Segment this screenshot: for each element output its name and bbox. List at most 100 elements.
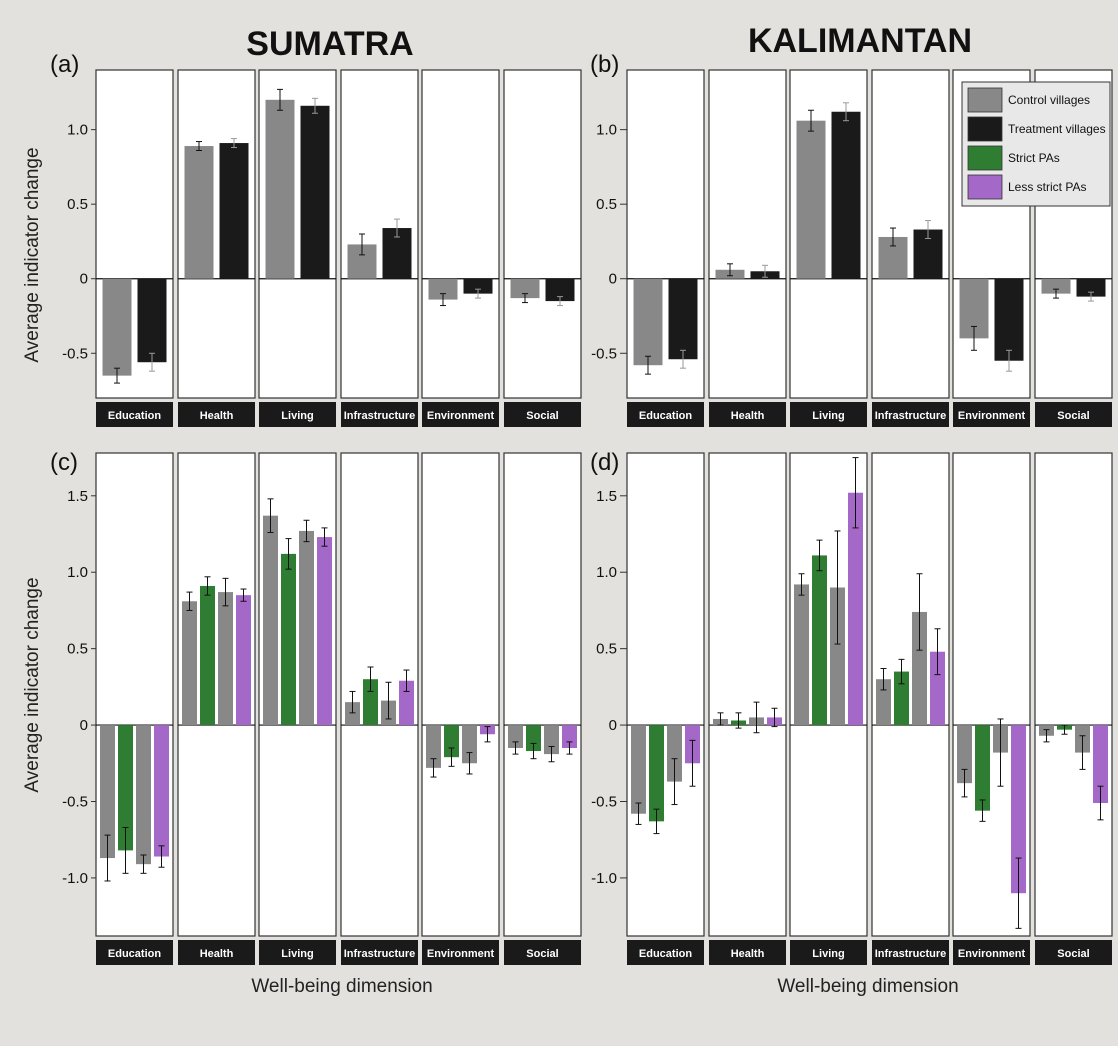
bar-treatment-villages [994,278,1024,361]
error-bar [1088,291,1094,302]
category-label-text: Health [731,410,765,422]
y-tick-label: -1.0 [591,870,617,887]
bar-control-villages [796,120,826,279]
error-bar [158,845,165,868]
error-bar [1079,735,1086,770]
category-label-text: Living [812,948,844,960]
error-bar [385,681,392,720]
category-label-text: Infrastructure [344,948,416,960]
category-label-infrastructure: Infrastructure [872,402,949,427]
error-bar [285,538,292,570]
facet-health [708,69,787,399]
facet-infrastructure [340,69,419,399]
category-label-text: Social [1057,410,1089,422]
y-tick-label: -0.5 [591,345,617,362]
y-tick-label: -0.5 [591,793,617,810]
error-bar [834,530,841,645]
facet-health [177,452,256,937]
bar-strict-pas [975,725,990,811]
bar-strict-pas [444,725,459,758]
error-bar [971,325,977,351]
y-tick-label: 1.0 [596,564,617,581]
error-bar [1015,857,1022,929]
y-tick-label: 1.5 [67,488,88,505]
bar-control-villages [265,99,295,279]
legend-swatch [967,87,1003,113]
category-label-text: Living [281,948,313,960]
error-bar [689,739,696,787]
error-bar [997,718,1004,787]
error-bar [448,747,455,767]
category-label-text: Infrastructure [875,410,947,422]
facet-health [177,69,256,399]
category-label-health: Health [709,402,786,427]
bar-control-villages [508,725,523,748]
error-bar [186,591,193,611]
error-bar [149,352,155,372]
sumatra-title: SUMATRA [246,25,413,63]
panel-letter: (d) [590,449,619,476]
category-label-living: Living [790,402,867,427]
bar-strict-pas [894,671,909,726]
facet-frame [1034,452,1113,937]
error-bar [114,367,120,384]
error-bar [430,758,437,778]
error-bar [140,854,147,874]
y-tick-label: 1.5 [596,488,617,505]
kalimantan-title: KALIMANTAN [748,22,972,60]
facet-living [258,452,337,937]
category-label-environment: Environment [422,940,499,965]
error-bar [798,573,805,596]
error-bar [548,745,555,763]
error-bar [321,527,328,547]
error-bar [522,293,528,304]
bar-less-strict-pas [930,651,945,726]
legend: Control villages Treatment villages Strict… [961,81,1111,207]
error-bar [240,588,247,602]
y-tick-label: -0.5 [62,345,88,362]
legend-label: Control villages [1008,93,1090,107]
y-tick-label: 0 [609,271,617,288]
error-bar [512,741,519,755]
error-bar [557,296,563,307]
bar-strict-pas [118,725,133,851]
y-tick-label: 0 [80,271,88,288]
error-bar [898,658,905,685]
bar-control-villages [100,725,115,859]
category-label-education: Education [96,940,173,965]
bar-less-strict-pas [154,725,169,857]
legend-swatch [967,116,1003,142]
error-bar [961,768,968,798]
category-label-infrastructure: Infrastructure [872,940,949,965]
facet-living [789,452,868,937]
legend-item-control-villages: Control villages [967,87,1090,113]
bar-control-villages [876,679,891,726]
bar-treatment-villages [463,278,493,294]
y-tick-label: -1.0 [62,870,88,887]
category-label-text: Education [639,948,692,960]
category-label-living: Living [259,940,336,965]
category-label-text: Environment [958,410,1026,422]
chart-panels: (a) -0.5 0 0.5 1.0 Education Health Living Infra… [50,51,1113,965]
y-tick-label: 0 [80,717,88,734]
bar-strict-pas [200,585,215,726]
category-label-text: Health [200,948,234,960]
bar-control-villages [299,530,314,726]
y-tick-label: 0.5 [67,196,88,213]
error-bar [349,690,356,714]
facet-health [708,452,787,937]
error-bar [727,263,733,277]
category-label-text: Health [731,948,765,960]
category-label-social: Social [504,402,581,427]
error-bar [916,573,923,651]
facet-environment [421,452,500,937]
y-tick-label: -0.5 [62,793,88,810]
category-label-living: Living [790,940,867,965]
error-bar [394,218,400,238]
error-bar [1097,785,1104,821]
error-bar [843,102,849,122]
error-bar [466,752,473,775]
legend-label: Less strict PAs [1008,180,1086,194]
bar-treatment-villages [1076,278,1106,297]
legend-item-less-strict-pas: Less strict PAs [967,174,1086,200]
